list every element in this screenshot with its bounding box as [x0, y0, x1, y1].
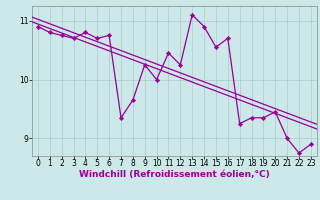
X-axis label: Windchill (Refroidissement éolien,°C): Windchill (Refroidissement éolien,°C) — [79, 170, 270, 179]
